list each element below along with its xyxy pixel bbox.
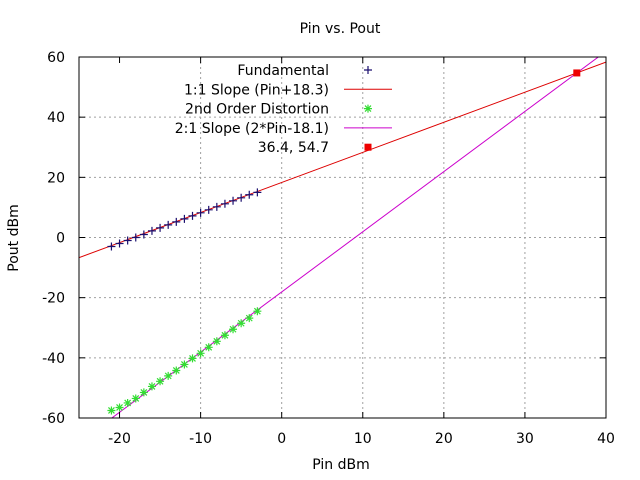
data-point <box>253 188 262 197</box>
legend-marker <box>364 143 372 151</box>
data-point <box>139 230 148 239</box>
x-axis-label: Pin dBm <box>312 457 369 473</box>
data-point <box>245 314 254 323</box>
y-tick-label: 60 <box>47 50 65 66</box>
data-point <box>180 214 189 223</box>
legend-label: Fundamental <box>237 63 329 79</box>
y-tick-label: -60 <box>42 411 65 427</box>
x-tick-label: 0 <box>277 431 286 447</box>
y-tick-label: 0 <box>56 231 65 247</box>
legend-label: 36.4, 54.7 <box>258 140 329 156</box>
data-point <box>115 403 124 412</box>
data-point <box>220 331 229 340</box>
chart-title: Pin vs. Pout <box>300 21 381 37</box>
data-point <box>245 190 254 199</box>
legend-label: 1:1 Slope (Pin+18.3) <box>184 82 329 98</box>
data-point <box>196 349 205 358</box>
data-point <box>147 382 156 391</box>
data-point <box>180 360 189 369</box>
x-tick-label: 30 <box>516 431 534 447</box>
data-point <box>131 233 140 242</box>
data-point <box>172 217 181 226</box>
x-tick-label: 20 <box>435 431 453 447</box>
data-point <box>229 196 238 205</box>
data-point <box>204 343 213 352</box>
data-point <box>156 377 165 386</box>
data-point <box>253 307 262 316</box>
y-tick-label: -20 <box>42 291 65 307</box>
plot-frame <box>78 56 607 419</box>
legend: Fundamental 1:1 Slope (Pin+18.3) 2nd Order… <box>175 63 392 156</box>
legend-marker <box>364 66 372 74</box>
x-tick-label: 10 <box>354 431 372 447</box>
legend-label: 2nd Order Distortion <box>185 102 329 118</box>
grid <box>79 57 606 418</box>
data-point <box>156 223 165 232</box>
data-point <box>172 366 181 375</box>
data-point <box>107 242 116 251</box>
data-point <box>164 220 173 229</box>
x-tick-label: -10 <box>189 431 212 447</box>
data-point <box>123 398 132 407</box>
y-tick-label: 20 <box>47 170 65 186</box>
data-point <box>123 236 132 245</box>
data-point <box>196 208 205 217</box>
legend-marker <box>364 104 372 113</box>
x-tick-label: -20 <box>108 431 131 447</box>
data-point <box>212 337 221 346</box>
data-point <box>164 371 173 380</box>
x-tick-label: 40 <box>597 431 615 447</box>
legend-label: 2:1 Slope (2*Pin-18.1) <box>175 121 329 137</box>
data-point <box>573 69 581 77</box>
y-tick-label: 40 <box>47 110 65 126</box>
data-point <box>115 239 124 248</box>
plot-series <box>79 57 606 418</box>
data-point <box>131 394 140 403</box>
data-point <box>188 354 197 363</box>
data-point <box>229 325 238 334</box>
data-point <box>212 202 221 211</box>
data-point <box>107 406 116 415</box>
data-point <box>139 388 148 397</box>
data-point <box>204 205 213 214</box>
y-tick-label: -40 <box>42 351 65 367</box>
data-point <box>237 193 246 202</box>
data-point <box>188 211 197 220</box>
data-point <box>147 226 156 235</box>
y-axis-label: Pout dBm <box>6 204 22 271</box>
data-point <box>237 319 246 328</box>
axes: -20 -10 0 10 20 30 40 -60 -40 -20 0 20 40 60 <box>42 50 615 447</box>
data-point <box>220 199 229 208</box>
